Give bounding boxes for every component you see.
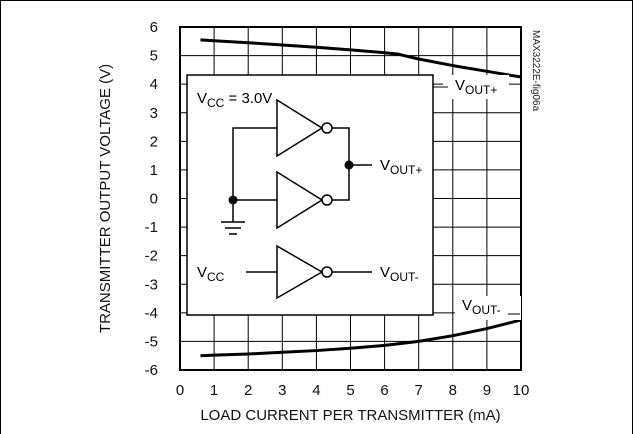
x-tick-labels: 0 1 2 3 4 5 6 7 8 9 10 xyxy=(176,382,530,399)
x-tick-label: 10 xyxy=(513,382,530,399)
x-tick-label: 2 xyxy=(244,382,252,399)
y-tick-label: -4 xyxy=(145,305,158,322)
inset-label-vout-plus: VOUT+ xyxy=(380,157,422,177)
y-tick-label: 1 xyxy=(150,162,158,179)
y-tick-label: -1 xyxy=(145,219,158,236)
x-tick-label: 9 xyxy=(483,382,491,399)
y-tick-label: -6 xyxy=(145,362,158,379)
x-tick-label: 0 xyxy=(176,382,184,399)
x-tick-label: 5 xyxy=(346,382,354,399)
driver-top-bubble xyxy=(321,122,333,134)
label-bg xyxy=(455,296,521,320)
vcc-label: VCC = 3.0V xyxy=(197,90,272,110)
figure-id: MAX3222E-fig06a xyxy=(530,30,541,112)
inset-label-vcc-input: VCC xyxy=(197,264,225,284)
inset-schematic: VCC = 3.0V VOUT+ VOUT- VCC xyxy=(186,74,434,316)
y-tick-label: 5 xyxy=(150,48,158,65)
label-bg xyxy=(443,75,509,99)
y-tick-label: 6 xyxy=(150,19,158,36)
x-tick-label: 6 xyxy=(380,382,388,399)
x-axis-label: LOAD CURRENT PER TRANSMITTER (mA) xyxy=(200,407,500,424)
series-label-vout-minus: VOUT- xyxy=(462,297,501,317)
plot-border xyxy=(179,26,522,371)
series-label-vout-plus: VOUT+ xyxy=(455,77,497,97)
input-wire xyxy=(232,127,277,201)
inset-label-vout-minus: VOUT- xyxy=(380,264,419,284)
y-tick-label: 4 xyxy=(150,76,158,93)
driver-bottom-bubble xyxy=(321,266,333,278)
y-tick-label: -5 xyxy=(145,333,158,350)
x-tick-label: 1 xyxy=(210,382,218,399)
series-lines xyxy=(200,38,522,358)
y-tick-label: 0 xyxy=(150,191,158,208)
y-tick-label: 3 xyxy=(150,105,158,122)
driver-middle-bubble xyxy=(321,194,333,206)
y-tick-label: 2 xyxy=(150,133,158,150)
x-tick-label: 3 xyxy=(278,382,286,399)
series-line-vout-plus xyxy=(200,38,522,79)
y-tick-label: -3 xyxy=(145,276,158,293)
x-tick-label: 8 xyxy=(449,382,457,399)
y-tick-labels: 6 5 4 3 2 1 0 -1 -2 -3 -4 -5 -6 xyxy=(145,19,158,379)
x-tick-label: 7 xyxy=(415,382,423,399)
y-tick-label: -2 xyxy=(145,248,158,265)
series-line-vout-minus xyxy=(200,318,522,358)
x-tick-label: 4 xyxy=(312,382,320,399)
y-axis-label: TRANSMITTER OUTPUT VOLTAGE (V) xyxy=(97,64,114,333)
series-labels: VOUT+ VOUT- xyxy=(432,75,521,320)
junction-dot xyxy=(344,160,354,170)
